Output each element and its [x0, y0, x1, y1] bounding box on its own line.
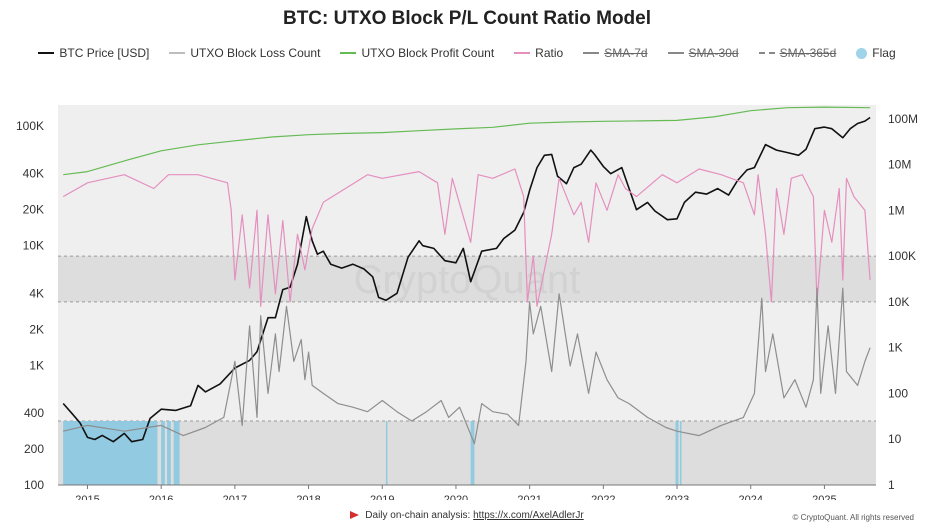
legend-item-loss-count[interactable]: UTXO Block Loss Count — [169, 46, 320, 60]
legend-label: SMA-365d — [779, 46, 837, 60]
x-axis-tick-label: 2021 — [517, 494, 541, 500]
legend-swatch — [38, 52, 55, 54]
series-line-ratio — [62, 168, 871, 307]
play-icon — [350, 511, 360, 520]
legend-swatch — [169, 52, 186, 54]
right-axis-tick-label: 100 — [888, 386, 908, 400]
right-axis-tick-label: 100K — [888, 249, 916, 263]
flag-bar — [675, 421, 679, 485]
legend-label: Flag — [872, 46, 896, 60]
right-axis-tick-label: 100M — [888, 112, 918, 126]
shaded-band — [58, 421, 876, 485]
left-axis-tick-label: 400 — [24, 406, 44, 420]
flag-bar — [173, 421, 180, 485]
x-axis-tick-label: 2018 — [296, 494, 320, 500]
legend-label: UTXO Block Profit Count — [361, 46, 495, 60]
legend-swatch — [583, 52, 600, 54]
flag-bar — [385, 421, 388, 485]
flag-bar — [470, 421, 475, 485]
left-axis-tick-label: 100 — [24, 478, 44, 492]
right-axis-tick-label: 10 — [888, 432, 902, 446]
left-axis-tick-label: 40K — [23, 167, 44, 181]
legend-swatch — [758, 52, 775, 54]
x-axis-tick-label: 2022 — [591, 494, 615, 500]
legend-label: BTC Price [USD] — [59, 46, 150, 60]
footer-link[interactable]: https://x.com/AxelAdlerJr — [473, 510, 584, 521]
legend-item-sma-365d[interactable]: SMA-365d — [758, 46, 837, 60]
left-axis-tick-label: 10K — [23, 239, 44, 253]
left-axis-tick-label: 1K — [29, 358, 44, 372]
flag-bar — [161, 421, 165, 485]
right-axis-tick-label: 10M — [888, 158, 911, 172]
x-axis-tick-label: 2023 — [665, 494, 689, 500]
legend-item-btc-price[interactable]: BTC Price [USD] — [38, 46, 149, 60]
x-axis-tick-label: 2017 — [223, 494, 247, 500]
legend-swatch — [667, 52, 684, 54]
legend-item-flag[interactable]: Flag — [856, 46, 896, 60]
right-axis-tick-label: 1M — [888, 203, 905, 217]
legend-item-profit-count[interactable]: UTXO Block Profit Count — [340, 46, 494, 60]
x-axis-tick-label: 2019 — [370, 494, 394, 500]
footer-note: Daily on-chain analysis: https://x.com/A… — [0, 510, 934, 521]
right-axis-tick-label: 1 — [888, 478, 895, 492]
series-line-utxo-block-loss-count — [63, 287, 871, 445]
flag-bar — [167, 421, 171, 485]
left-axis-tick-label: 20K — [23, 203, 44, 217]
legend-label: UTXO Block Loss Count — [190, 46, 321, 60]
left-axis-tick-label: 100K — [16, 119, 44, 133]
legend-swatch — [856, 47, 868, 59]
copyright: © CryptoQuant. All rights reserved — [792, 513, 915, 522]
flag-bar — [679, 421, 682, 485]
legend-swatch — [514, 52, 531, 54]
flag-bar — [63, 421, 158, 485]
legend-label: SMA-7d — [604, 46, 648, 60]
right-axis-tick-label: 1K — [888, 341, 903, 355]
legend-item-ratio[interactable]: Ratio — [514, 46, 563, 60]
legend-item-sma-30d[interactable]: SMA-30d — [667, 46, 739, 60]
right-axis-tick-label: 10K — [888, 295, 909, 309]
x-axis-tick-label: 2024 — [738, 494, 762, 500]
x-axis-tick-label: 2016 — [149, 494, 173, 500]
x-axis-tick-label: 2020 — [444, 494, 468, 500]
x-axis-tick-label: 2015 — [75, 494, 99, 500]
legend-item-sma-7d[interactable]: SMA-7d — [583, 46, 648, 60]
chart-title: BTC: UTXO Block P/L Count Ratio Model — [282, 8, 652, 29]
left-axis-tick-label: 200 — [24, 442, 44, 456]
legend-swatch — [340, 52, 357, 54]
x-axis-tick-label: 2025 — [812, 494, 836, 500]
left-axis-tick-label: 4K — [29, 286, 44, 300]
left-axis-tick-label: 2K — [29, 322, 44, 336]
legend: BTC Price [USD] UTXO Block Loss Count UT… — [0, 46, 934, 60]
footer-text: Daily on-chain analysis: — [365, 510, 474, 521]
chart-area: CryptoQuant 1002004001K2K4K10K20K40K100K… — [16, 105, 918, 500]
series-line-utxo-block-profit-count — [63, 106, 871, 176]
legend-label: Ratio — [535, 46, 564, 60]
legend-label: SMA-30d — [688, 46, 739, 60]
